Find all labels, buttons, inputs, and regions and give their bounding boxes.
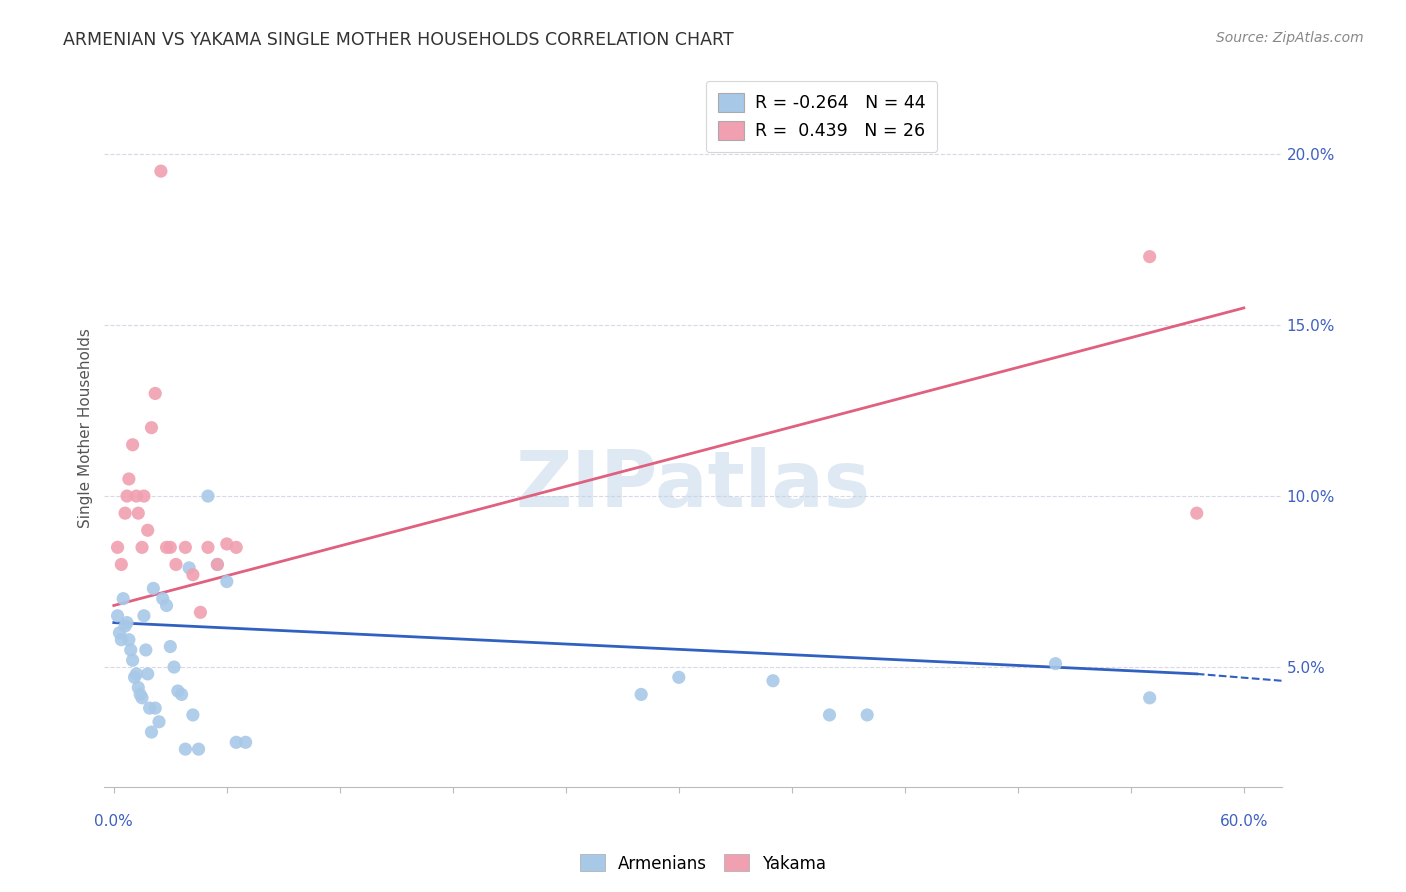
Point xyxy=(120,643,142,657)
Point xyxy=(668,670,690,684)
Point xyxy=(207,558,229,572)
Point xyxy=(818,708,841,723)
Point xyxy=(225,735,247,749)
Point xyxy=(121,438,143,452)
Point xyxy=(114,506,136,520)
Point xyxy=(110,558,132,572)
Point xyxy=(174,742,197,756)
Point xyxy=(115,615,138,630)
Point xyxy=(143,701,166,715)
Point xyxy=(127,506,149,520)
Point xyxy=(155,599,177,613)
Point xyxy=(118,632,141,647)
Point xyxy=(136,523,159,537)
Point xyxy=(107,541,129,555)
Point xyxy=(163,660,186,674)
Point xyxy=(215,574,238,589)
Point xyxy=(135,643,157,657)
Point xyxy=(138,701,160,715)
Point xyxy=(159,640,181,654)
Point xyxy=(141,420,163,434)
Text: 60.0%: 60.0% xyxy=(1219,814,1268,830)
Text: Source: ZipAtlas.com: Source: ZipAtlas.com xyxy=(1216,31,1364,45)
Point xyxy=(159,541,181,555)
Point xyxy=(152,591,174,606)
Point xyxy=(179,561,201,575)
Text: 0.0%: 0.0% xyxy=(94,814,134,830)
Point xyxy=(155,541,177,555)
Point xyxy=(1185,506,1208,520)
Point xyxy=(181,708,204,723)
Point xyxy=(118,472,141,486)
Point xyxy=(127,681,149,695)
Point xyxy=(166,684,188,698)
Point xyxy=(856,708,879,723)
Point xyxy=(1139,250,1161,264)
Point xyxy=(125,489,148,503)
Point xyxy=(174,541,197,555)
Point xyxy=(207,558,229,572)
Point xyxy=(115,489,138,503)
Point xyxy=(132,489,155,503)
Point xyxy=(762,673,785,688)
Legend: R = -0.264   N = 44, R =  0.439   N = 26: R = -0.264 N = 44, R = 0.439 N = 26 xyxy=(706,81,938,153)
Point xyxy=(1139,690,1161,705)
Point xyxy=(170,688,193,702)
Legend: Armenians, Yakama: Armenians, Yakama xyxy=(574,847,832,880)
Point xyxy=(148,714,170,729)
Point xyxy=(142,582,165,596)
Point xyxy=(131,541,153,555)
Point xyxy=(110,632,132,647)
Point xyxy=(181,567,204,582)
Text: ZIPatlas: ZIPatlas xyxy=(516,447,870,523)
Point xyxy=(187,742,209,756)
Point xyxy=(197,489,219,503)
Text: ARMENIAN VS YAKAMA SINGLE MOTHER HOUSEHOLDS CORRELATION CHART: ARMENIAN VS YAKAMA SINGLE MOTHER HOUSEHO… xyxy=(63,31,734,49)
Point xyxy=(132,608,155,623)
Point xyxy=(114,619,136,633)
Point xyxy=(143,386,166,401)
Point xyxy=(630,688,652,702)
Point xyxy=(225,541,247,555)
Point xyxy=(165,558,187,572)
Point xyxy=(121,653,143,667)
Point xyxy=(215,537,238,551)
Point xyxy=(149,164,172,178)
Point xyxy=(131,690,153,705)
Point xyxy=(108,625,131,640)
Point xyxy=(235,735,257,749)
Point xyxy=(129,688,152,702)
Point xyxy=(107,608,129,623)
Y-axis label: Single Mother Households: Single Mother Households xyxy=(79,327,93,527)
Point xyxy=(141,725,163,739)
Point xyxy=(197,541,219,555)
Point xyxy=(1045,657,1067,671)
Point xyxy=(125,667,148,681)
Point xyxy=(124,670,146,684)
Point xyxy=(112,591,135,606)
Point xyxy=(190,605,212,619)
Point xyxy=(136,667,159,681)
